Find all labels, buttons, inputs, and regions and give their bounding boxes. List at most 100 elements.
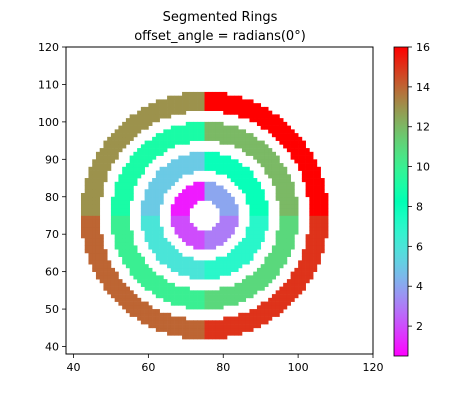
heatmap-cell bbox=[305, 178, 310, 183]
heatmap-cell bbox=[212, 324, 217, 329]
heatmap-cell bbox=[256, 267, 262, 272]
heatmap-cell bbox=[245, 237, 250, 243]
heatmap-cell bbox=[182, 301, 187, 306]
heatmap-cell bbox=[320, 237, 325, 243]
heatmap-cell bbox=[159, 234, 164, 239]
heatmap-cell bbox=[219, 196, 224, 201]
heatmap-cell bbox=[245, 241, 250, 246]
heatmap-cell bbox=[125, 226, 130, 231]
heatmap-cell bbox=[159, 282, 164, 287]
heatmap-cell bbox=[316, 181, 321, 186]
heatmap-cell bbox=[148, 155, 153, 160]
heatmap-cell bbox=[110, 136, 116, 141]
heatmap-cell bbox=[110, 286, 116, 291]
heatmap-cell bbox=[316, 230, 321, 235]
heatmap-cell bbox=[230, 200, 235, 205]
heatmap-cell bbox=[271, 275, 276, 280]
heatmap-cell bbox=[122, 166, 127, 171]
x-tick-label: 80 bbox=[216, 361, 230, 374]
heatmap-cell bbox=[264, 207, 269, 213]
heatmap-cell bbox=[219, 106, 224, 111]
heatmap-cell bbox=[129, 301, 134, 306]
heatmap-cell bbox=[170, 320, 175, 325]
heatmap-cell bbox=[167, 260, 172, 265]
heatmap-cell bbox=[283, 297, 288, 302]
heatmap-cell bbox=[200, 264, 205, 269]
heatmap-cell bbox=[245, 324, 250, 329]
heatmap-cell bbox=[264, 151, 269, 156]
heatmap-cell bbox=[178, 256, 183, 261]
heatmap-cell bbox=[208, 320, 213, 325]
heatmap-cell bbox=[193, 267, 198, 272]
heatmap-cell bbox=[219, 136, 224, 141]
heatmap-cell bbox=[114, 136, 119, 141]
heatmap-cell bbox=[215, 170, 220, 175]
heatmap-cell bbox=[226, 297, 232, 302]
heatmap-cell bbox=[152, 207, 157, 213]
heatmap-cell bbox=[290, 271, 295, 276]
heatmap-cell bbox=[320, 215, 325, 220]
heatmap-cell bbox=[159, 103, 164, 108]
heatmap-cell bbox=[88, 230, 93, 235]
heatmap-cell bbox=[249, 222, 254, 228]
heatmap-cell bbox=[88, 204, 93, 209]
heatmap-cell bbox=[268, 155, 273, 160]
heatmap-cell bbox=[92, 185, 97, 190]
heatmap-cell bbox=[238, 286, 243, 291]
heatmap-cell bbox=[286, 301, 291, 306]
heatmap-cell bbox=[88, 193, 93, 198]
heatmap-cell bbox=[238, 260, 243, 265]
heatmap-cell bbox=[294, 200, 299, 205]
heatmap-cell bbox=[275, 301, 280, 306]
heatmap-cell bbox=[114, 290, 119, 295]
heatmap-cell bbox=[283, 282, 288, 287]
heatmap-cell bbox=[234, 222, 239, 228]
heatmap-cell bbox=[133, 260, 138, 265]
heatmap-cell bbox=[324, 193, 329, 198]
heatmap-cell bbox=[283, 234, 288, 239]
heatmap-cell bbox=[219, 91, 224, 97]
heatmap-cell bbox=[238, 133, 243, 138]
heatmap-cell bbox=[189, 133, 194, 138]
heatmap-cell bbox=[324, 234, 329, 239]
heatmap-cell bbox=[298, 155, 303, 160]
heatmap-cell bbox=[148, 312, 153, 317]
heatmap-cell bbox=[264, 121, 269, 126]
heatmap-cell bbox=[170, 207, 175, 213]
heatmap-cell bbox=[155, 211, 160, 216]
heatmap-cell bbox=[148, 271, 153, 276]
heatmap-cell bbox=[275, 230, 280, 235]
heatmap-cell bbox=[99, 256, 104, 261]
heatmap-cell bbox=[189, 335, 194, 340]
heatmap-cell bbox=[144, 200, 149, 205]
heatmap-cell bbox=[118, 294, 123, 299]
heatmap-cell bbox=[125, 189, 130, 194]
heatmap-cell bbox=[268, 151, 273, 156]
heatmap-cell bbox=[133, 305, 138, 310]
heatmap-cell bbox=[313, 181, 318, 186]
heatmap-cell bbox=[245, 200, 250, 205]
heatmap-cell bbox=[152, 204, 157, 209]
heatmap-cell bbox=[152, 185, 157, 190]
heatmap-cell bbox=[129, 252, 134, 257]
heatmap-cell bbox=[324, 219, 329, 224]
heatmap-cell bbox=[290, 294, 295, 299]
chart-subtitle: offset_angle = radians(0°) bbox=[134, 29, 306, 44]
heatmap-cell bbox=[182, 159, 187, 164]
heatmap-cell bbox=[215, 271, 220, 276]
heatmap-cell bbox=[92, 163, 97, 168]
heatmap-cell bbox=[167, 297, 172, 302]
heatmap-cell bbox=[320, 211, 325, 216]
heatmap-cell bbox=[155, 114, 160, 119]
heatmap-cell bbox=[260, 264, 265, 269]
heatmap-cell bbox=[238, 166, 243, 171]
heatmap-cell bbox=[215, 189, 220, 194]
heatmap-cell bbox=[256, 305, 262, 310]
heatmap-cell bbox=[174, 324, 179, 329]
heatmap-cell bbox=[283, 294, 288, 299]
heatmap-cell bbox=[144, 286, 149, 291]
heatmap-cell bbox=[163, 189, 168, 194]
heatmap-cell bbox=[197, 159, 202, 164]
heatmap-cell bbox=[219, 211, 224, 216]
